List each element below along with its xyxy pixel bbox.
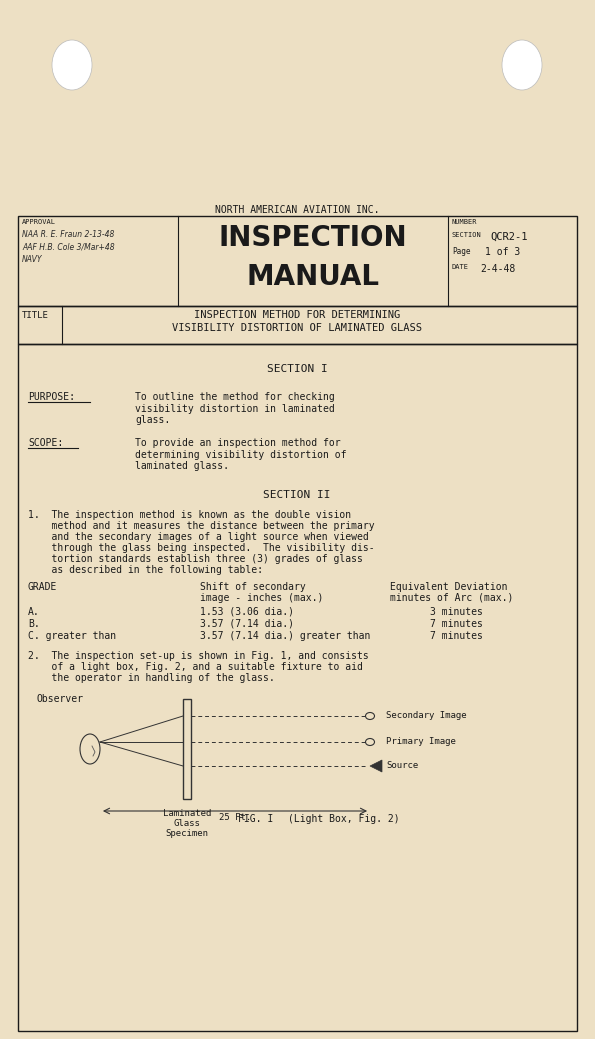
Text: A.: A.: [28, 607, 40, 617]
Text: Equivalent Deviation: Equivalent Deviation: [390, 582, 508, 592]
Ellipse shape: [52, 39, 92, 90]
Text: C. greater than: C. greater than: [28, 631, 116, 641]
Text: To outline the method for checking
visibility distortion in laminated
glass.: To outline the method for checking visib…: [135, 392, 335, 425]
Text: GRADE: GRADE: [28, 582, 57, 592]
Text: SECTION: SECTION: [452, 232, 482, 238]
Polygon shape: [370, 760, 382, 772]
Text: Laminated: Laminated: [163, 809, 211, 818]
Text: through the glass being inspected.  The visibility dis-: through the glass being inspected. The v…: [28, 543, 375, 553]
Text: NAA R. E. Fraun 2-13-48: NAA R. E. Fraun 2-13-48: [22, 230, 114, 239]
Text: PURPOSE:: PURPOSE:: [28, 392, 75, 402]
Text: INSPECTION METHOD FOR DETERMINING: INSPECTION METHOD FOR DETERMINING: [194, 310, 400, 320]
Text: 3.57 (7.14 dia.) greater than: 3.57 (7.14 dia.) greater than: [200, 631, 370, 641]
Text: VISIBILITY DISTORTION OF LAMINATED GLASS: VISIBILITY DISTORTION OF LAMINATED GLASS: [172, 323, 422, 334]
Text: NAVY: NAVY: [22, 255, 42, 264]
Text: INSPECTION: INSPECTION: [219, 224, 408, 252]
Text: 3 minutes: 3 minutes: [430, 607, 483, 617]
Text: SCOPE:: SCOPE:: [28, 438, 63, 448]
Text: DATE: DATE: [452, 264, 469, 270]
Text: APPROVAL: APPROVAL: [22, 219, 56, 225]
Text: Specimen: Specimen: [165, 829, 208, 838]
Bar: [18, 307, 577, 344]
Text: Page: Page: [452, 247, 471, 256]
Text: 2-4-48: 2-4-48: [480, 264, 515, 274]
Bar: [18, 344, 577, 1031]
Text: 1.  The inspection method is known as the double vision: 1. The inspection method is known as the…: [28, 510, 351, 520]
Text: tortion standards establish three (3) grades of glass: tortion standards establish three (3) gr…: [28, 554, 363, 564]
Text: the operator in handling of the glass.: the operator in handling of the glass.: [28, 673, 275, 683]
Text: Source: Source: [386, 761, 418, 770]
Text: 3.57 (7.14 dia.): 3.57 (7.14 dia.): [200, 619, 294, 629]
Text: 7 minutes: 7 minutes: [430, 619, 483, 629]
Text: 1 of 3: 1 of 3: [485, 247, 520, 257]
Text: To provide an inspection method for
determining visibility distortion of
laminat: To provide an inspection method for dete…: [135, 438, 346, 472]
Text: Observer: Observer: [36, 694, 83, 704]
Text: AAF H.B. Cole 3/Mar+48: AAF H.B. Cole 3/Mar+48: [22, 242, 115, 251]
Text: as described in the following table:: as described in the following table:: [28, 565, 263, 575]
Text: 2.  The inspection set-up is shown in Fig. 1, and consists: 2. The inspection set-up is shown in Fig…: [28, 651, 369, 661]
Text: QCR2-1: QCR2-1: [490, 232, 528, 242]
Text: NUMBER: NUMBER: [452, 219, 478, 225]
Text: MANUAL: MANUAL: [246, 263, 380, 291]
Bar: [18, 216, 577, 307]
Text: Primary Image: Primary Image: [386, 737, 456, 746]
Text: (Light Box, Fig. 2): (Light Box, Fig. 2): [288, 814, 400, 824]
Text: image - inches (max.): image - inches (max.): [200, 593, 323, 603]
Text: SECTION I: SECTION I: [267, 364, 327, 374]
Text: TITLE: TITLE: [22, 311, 49, 320]
Text: and the secondary images of a light source when viewed: and the secondary images of a light sour…: [28, 532, 369, 542]
Text: 7 minutes: 7 minutes: [430, 631, 483, 641]
Text: NORTH AMERICAN AVIATION INC.: NORTH AMERICAN AVIATION INC.: [215, 205, 379, 215]
Text: Secondary Image: Secondary Image: [386, 711, 466, 720]
Text: minutes of Arc (max.): minutes of Arc (max.): [390, 593, 513, 603]
Text: Shift of secondary: Shift of secondary: [200, 582, 306, 592]
Text: B.: B.: [28, 619, 40, 629]
Ellipse shape: [502, 39, 542, 90]
Text: 25 Ft.: 25 Ft.: [219, 812, 251, 822]
Text: 1.53 (3.06 dia.): 1.53 (3.06 dia.): [200, 607, 294, 617]
Text: SECTION II: SECTION II: [263, 490, 331, 500]
Text: of a light box, Fig. 2, and a suitable fixture to aid: of a light box, Fig. 2, and a suitable f…: [28, 662, 363, 672]
Text: Glass: Glass: [174, 819, 201, 828]
Text: FIG. I: FIG. I: [238, 814, 273, 824]
Bar: [183, 699, 191, 799]
Text: method and it measures the distance between the primary: method and it measures the distance betw…: [28, 521, 375, 531]
